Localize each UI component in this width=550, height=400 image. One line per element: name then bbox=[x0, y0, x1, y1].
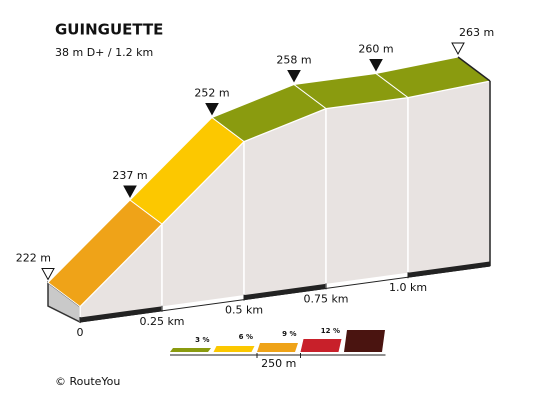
legend-swatch bbox=[344, 330, 385, 352]
legend-label: 3 % bbox=[195, 336, 209, 344]
elevation-marker bbox=[123, 185, 137, 199]
base-strip bbox=[79, 306, 163, 323]
elevation-label: 263 m bbox=[459, 26, 494, 39]
legend-swatch bbox=[213, 346, 255, 352]
elevation-label: 237 m bbox=[112, 169, 147, 182]
scale-label: 250 m bbox=[261, 357, 296, 370]
elevation-label: 252 m bbox=[194, 87, 229, 100]
elevation-marker bbox=[41, 268, 55, 281]
base-strip bbox=[243, 283, 327, 301]
base-strip bbox=[161, 295, 245, 312]
legend-swatch bbox=[170, 348, 211, 352]
elevation-marker bbox=[287, 70, 301, 83]
front-face bbox=[407, 80, 491, 279]
legend-swatch bbox=[300, 339, 342, 352]
base-strip bbox=[325, 272, 409, 289]
chart-subtitle: 38 m D+ / 1.2 km bbox=[55, 46, 153, 59]
front-face bbox=[243, 107, 327, 301]
elevation-label: 222 m bbox=[16, 252, 51, 265]
credit: © RouteYou bbox=[55, 375, 120, 388]
x-tick-label: 0.5 km bbox=[225, 304, 263, 317]
elevation-marker bbox=[369, 59, 383, 72]
x-tick-label: 1.0 km bbox=[389, 281, 427, 294]
elevation-marker bbox=[205, 103, 219, 116]
chart-title: GUINGUETTE bbox=[55, 21, 163, 39]
legend-label: 12 % bbox=[321, 327, 340, 335]
front-face bbox=[325, 96, 409, 290]
legend-label: 6 % bbox=[239, 333, 253, 341]
legend-swatch bbox=[257, 343, 298, 352]
elevation-label: 258 m bbox=[276, 54, 311, 67]
elevation-marker bbox=[451, 42, 465, 56]
right-edge bbox=[457, 56, 491, 82]
x-tick-label: 0.75 km bbox=[303, 292, 348, 305]
x-tick-label: 0.25 km bbox=[139, 315, 184, 328]
base-edge bbox=[79, 265, 491, 323]
base-strip bbox=[407, 261, 491, 278]
elevation-label: 260 m bbox=[358, 43, 393, 56]
legend-label: 9 % bbox=[282, 330, 296, 338]
x-tick-label: 0 bbox=[77, 326, 84, 339]
